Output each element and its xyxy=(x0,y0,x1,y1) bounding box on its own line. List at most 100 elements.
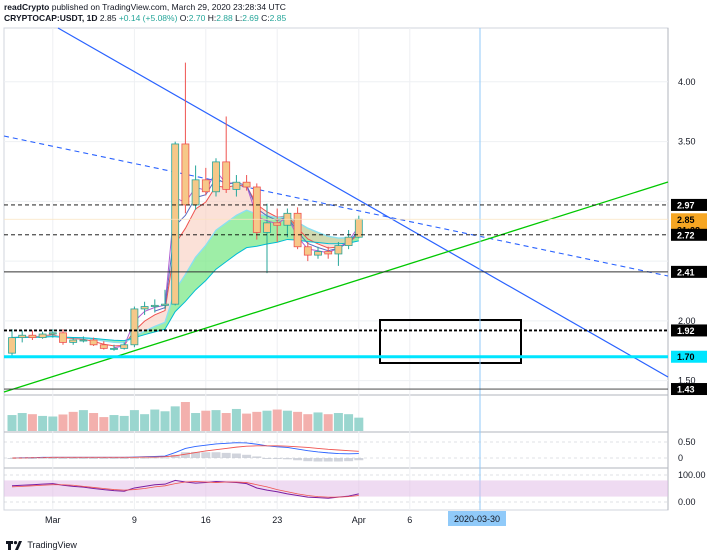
macd-hist-bar xyxy=(27,458,37,459)
volume-bar xyxy=(272,409,282,431)
volume-bar xyxy=(180,402,190,431)
volume-bar xyxy=(170,406,180,431)
volume-bar xyxy=(58,414,68,431)
volume-bar xyxy=(68,411,78,431)
candle-body xyxy=(18,334,27,339)
macd-hist-bar xyxy=(58,458,68,459)
stoch-tick: 100.00 xyxy=(678,470,706,480)
stoch-rsi-pane xyxy=(4,474,668,503)
volume-bar xyxy=(354,417,364,431)
volume-bar xyxy=(282,410,292,431)
candles xyxy=(8,62,363,357)
candle-body xyxy=(59,332,67,343)
volume-bar xyxy=(99,417,109,431)
open-label: O: xyxy=(179,13,189,23)
candle-body xyxy=(273,222,282,226)
macd-hist-bar xyxy=(242,454,252,458)
price-label: 1.92 xyxy=(677,326,695,336)
volume-bar xyxy=(150,409,160,431)
macd-hist-bar xyxy=(7,458,17,459)
volume-bar xyxy=(211,410,221,431)
candle-body xyxy=(110,347,118,350)
price-label-box xyxy=(671,324,707,337)
volume-bar xyxy=(160,411,170,431)
volume-bar xyxy=(119,415,129,431)
stoch-d-line xyxy=(11,481,359,498)
candle-body xyxy=(8,337,16,354)
macd-signal-line xyxy=(12,445,359,459)
candle-body xyxy=(334,245,343,255)
macd-hist-bar xyxy=(211,452,221,458)
macd-hist-bar xyxy=(221,452,231,458)
price-tick: 1.50 xyxy=(678,376,696,386)
cursor-date-label: 2020-03-30 xyxy=(454,514,500,524)
open-value: 2.70 xyxy=(188,13,206,23)
candle-body xyxy=(120,344,129,349)
volume-bar xyxy=(333,413,343,431)
macd-hist-bar xyxy=(354,458,364,461)
date-tick: 23 xyxy=(272,515,282,525)
high-value: 2.88 xyxy=(216,13,233,23)
candle-body xyxy=(89,339,98,346)
candle-body xyxy=(201,179,210,193)
axes: 4.00 3.50 2.00 1.50 0.50 0 100.00 0.00 Mar 9 16 23 A… xyxy=(45,77,706,526)
last-price: 2.85 xyxy=(99,13,117,23)
target-box xyxy=(379,319,522,364)
candle-body xyxy=(130,308,139,346)
macd-hist-bar xyxy=(68,458,78,459)
macd-hist-bar xyxy=(293,458,303,461)
date-tick: 9 xyxy=(132,515,137,525)
macd-hist-bar xyxy=(99,458,109,459)
candle-body xyxy=(99,344,108,349)
drawings xyxy=(3,27,669,510)
ema-fill xyxy=(134,185,359,337)
price-label: 2.85 xyxy=(677,215,695,225)
candle-body xyxy=(293,212,302,248)
low-value: 2.69 xyxy=(242,13,259,23)
candle-body xyxy=(171,143,180,305)
footer-brand: TradingView xyxy=(27,539,77,550)
symbol-name[interactable]: CRYPTOCAP:USDT, 1D xyxy=(4,13,98,23)
macd-hist-bar xyxy=(252,456,262,458)
volume-bars xyxy=(7,402,364,431)
price-label-box xyxy=(671,198,707,211)
publisher-name: readCrypto xyxy=(4,2,50,12)
price-tick: 4.00 xyxy=(678,77,696,87)
candle-body xyxy=(69,339,78,343)
volume-bar xyxy=(7,415,17,431)
price-label-box xyxy=(671,213,707,226)
volume-bar xyxy=(262,410,272,431)
macd-hist-bar xyxy=(344,458,354,462)
candle-body xyxy=(303,246,312,256)
volume-bar xyxy=(129,410,139,431)
candle-body xyxy=(140,306,149,310)
chart-frame xyxy=(3,27,669,511)
macd-hist-bar xyxy=(129,457,139,459)
macd-hist-bar xyxy=(191,451,201,458)
date-tick: 6 xyxy=(407,515,412,525)
price-label: 2.72 xyxy=(677,230,695,240)
cursor-date-box xyxy=(448,511,506,526)
candle-body xyxy=(232,181,241,190)
price-tick: 3.50 xyxy=(678,137,696,147)
volume-bar xyxy=(27,414,37,431)
volume-bar xyxy=(231,408,241,431)
symbol-info: CRYPTOCAP:USDT, 1D 2.85 +0.14 (+5.08%) O… xyxy=(4,13,286,23)
descending-trendline xyxy=(57,27,669,378)
grid xyxy=(3,27,669,511)
volume-bar xyxy=(221,413,231,431)
volume-bar xyxy=(201,410,211,431)
price-levels: 2.972.8531:282.722.411.921.701.43 xyxy=(4,198,707,396)
candle-body xyxy=(150,304,159,307)
macd-hist-bar xyxy=(282,458,292,460)
candle-body xyxy=(242,181,251,188)
publish-info: readCrypto published on TradingView.com,… xyxy=(4,2,286,12)
low-label: L: xyxy=(235,13,243,23)
ma-ribbon xyxy=(93,210,359,343)
macd-tick: 0.50 xyxy=(678,437,696,447)
macd-hist-bar xyxy=(119,458,129,459)
volume-bar xyxy=(89,413,99,431)
close-label: C: xyxy=(261,13,270,23)
candle-body xyxy=(28,334,37,339)
